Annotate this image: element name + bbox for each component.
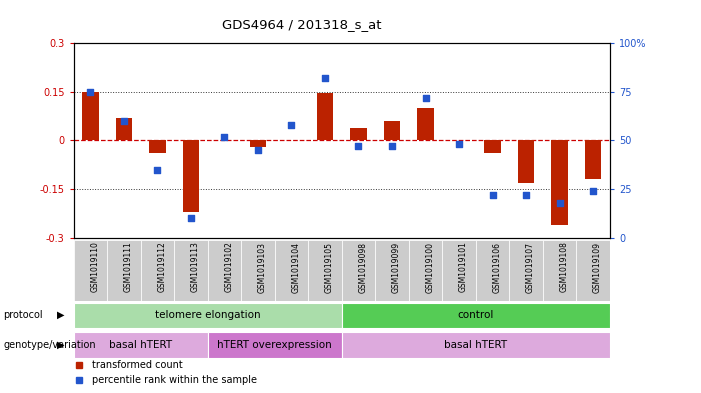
Bar	[241, 240, 275, 301]
Bar	[375, 240, 409, 301]
Text: GSM1019099: GSM1019099	[392, 242, 401, 293]
Bar	[74, 303, 342, 328]
Text: ▶: ▶	[57, 340, 64, 350]
Point	[353, 143, 364, 149]
Text: GSM1019109: GSM1019109	[593, 242, 602, 292]
Bar	[576, 240, 610, 301]
Bar	[585, 140, 601, 179]
Bar	[308, 240, 342, 301]
Bar	[74, 240, 107, 301]
Text: GSM1019110: GSM1019110	[90, 242, 100, 292]
Bar	[442, 240, 476, 301]
Text: GDS4964 / 201318_s_at: GDS4964 / 201318_s_at	[222, 18, 381, 31]
Text: ▶: ▶	[57, 310, 64, 320]
Point	[587, 188, 599, 194]
Text: GSM1019111: GSM1019111	[124, 242, 133, 292]
Text: basal hTERT: basal hTERT	[109, 340, 172, 350]
Bar	[141, 240, 174, 301]
Text: GSM1019113: GSM1019113	[191, 242, 200, 292]
Bar	[543, 240, 576, 301]
Point	[118, 118, 130, 124]
Bar	[275, 240, 308, 301]
Text: GSM1019112: GSM1019112	[158, 242, 166, 292]
Point	[520, 192, 531, 198]
Bar	[207, 240, 241, 301]
Point	[420, 95, 431, 101]
Bar	[74, 332, 207, 358]
Bar	[116, 118, 132, 140]
Bar	[476, 240, 510, 301]
Point	[286, 122, 297, 128]
Text: GSM1019105: GSM1019105	[325, 242, 334, 292]
Text: basal hTERT: basal hTERT	[444, 340, 508, 350]
Bar	[107, 240, 141, 301]
Bar	[174, 240, 207, 301]
Text: GSM1019101: GSM1019101	[459, 242, 468, 292]
Bar	[510, 240, 543, 301]
Text: GSM1019104: GSM1019104	[292, 242, 301, 292]
Bar	[182, 140, 199, 212]
Point	[185, 215, 196, 221]
Bar	[350, 127, 367, 140]
Point	[454, 141, 465, 147]
Bar	[149, 140, 165, 153]
Bar	[341, 240, 375, 301]
Text: GSM1019103: GSM1019103	[258, 242, 267, 292]
Text: GSM1019106: GSM1019106	[493, 242, 501, 292]
Text: protocol: protocol	[4, 310, 43, 320]
Point	[85, 89, 96, 95]
Bar	[409, 240, 442, 301]
Text: control: control	[458, 310, 494, 320]
Point	[554, 200, 565, 206]
Text: GSM1019100: GSM1019100	[426, 242, 435, 292]
Bar	[484, 140, 501, 153]
Bar	[207, 332, 341, 358]
Point	[487, 192, 498, 198]
Point	[219, 134, 230, 140]
Point	[152, 167, 163, 173]
Text: GSM1019098: GSM1019098	[358, 242, 367, 292]
Bar	[250, 140, 266, 147]
Point	[252, 147, 264, 153]
Text: transformed count: transformed count	[93, 360, 183, 371]
Bar	[417, 108, 434, 140]
Bar	[383, 121, 400, 140]
Text: hTERT overexpression: hTERT overexpression	[217, 340, 332, 350]
Text: GSM1019102: GSM1019102	[224, 242, 233, 292]
Bar	[342, 332, 610, 358]
Text: GSM1019107: GSM1019107	[526, 242, 535, 292]
Bar	[551, 140, 568, 225]
Bar	[82, 92, 99, 140]
Point	[386, 143, 397, 149]
Bar	[317, 94, 334, 140]
Bar	[342, 303, 610, 328]
Text: genotype/variation: genotype/variation	[4, 340, 96, 350]
Text: GSM1019108: GSM1019108	[559, 242, 569, 292]
Text: percentile rank within the sample: percentile rank within the sample	[93, 375, 257, 385]
Text: telomere elongation: telomere elongation	[155, 310, 261, 320]
Point	[320, 75, 331, 81]
Bar	[518, 140, 534, 183]
